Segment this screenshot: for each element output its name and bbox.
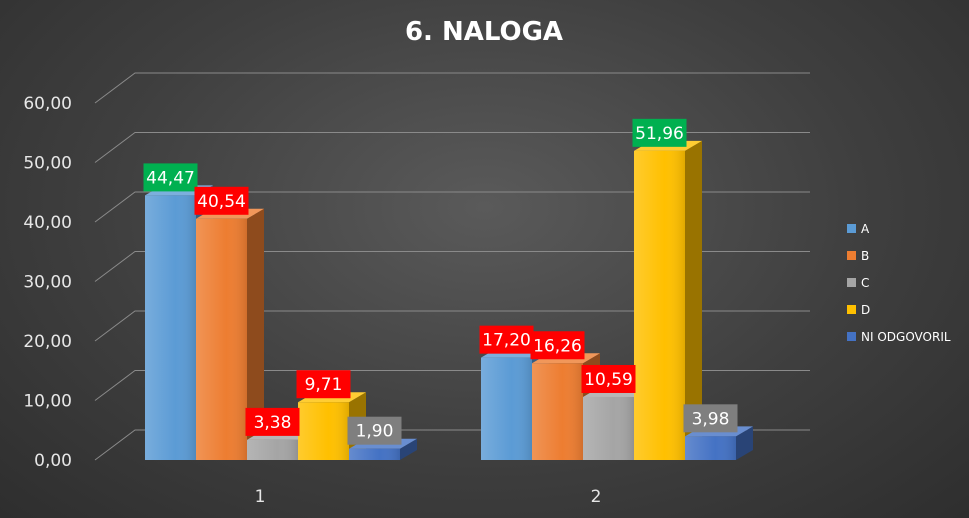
data-label-text: 10,59 — [584, 370, 633, 390]
gridline — [94, 132, 810, 163]
data-label: 1,90 — [347, 416, 402, 445]
data-label: 40,54 — [194, 186, 249, 215]
data-label-box — [683, 404, 738, 433]
y-tick-label: 30,00 — [23, 273, 72, 293]
bars — [145, 140, 753, 460]
legend-label: C — [861, 276, 869, 290]
legend-swatch — [847, 332, 856, 341]
x-tick-label: 1 — [255, 487, 266, 507]
data-label-text: 17,20 — [482, 331, 531, 351]
data-label-text: 9,71 — [305, 375, 343, 395]
bar — [634, 140, 702, 460]
bar-front-shading — [685, 436, 736, 460]
legend-item: A — [847, 222, 870, 236]
data-label-text: 40,54 — [197, 192, 246, 212]
data-label-text: 16,26 — [533, 336, 582, 356]
data-label-box — [194, 186, 249, 215]
gridline — [94, 72, 810, 104]
gridlines — [94, 72, 810, 461]
y-tick-label: 0,00 — [34, 451, 72, 471]
bar-side — [736, 426, 753, 460]
legend-label: B — [861, 249, 869, 263]
legend-item: NI ODGOVORIL — [847, 330, 951, 344]
y-tick-label: 20,00 — [23, 332, 72, 352]
y-tick-label: 60,00 — [23, 94, 72, 114]
data-label-box — [143, 163, 198, 192]
data-label: 44,47 — [143, 163, 198, 192]
legend-swatch — [847, 251, 856, 260]
legend-swatch — [847, 224, 856, 233]
legend-item: C — [847, 276, 869, 290]
y-tick-label: 40,00 — [23, 213, 72, 233]
legend-label: NI ODGOVORIL — [861, 330, 951, 344]
legend-label: D — [861, 303, 870, 317]
data-label-box — [479, 325, 534, 354]
data-label-text: 1,90 — [356, 422, 394, 442]
data-label: 10,59 — [581, 364, 636, 393]
bar — [532, 353, 600, 460]
data-label-box — [347, 416, 402, 445]
data-label-box — [530, 331, 585, 360]
bar-front-shading — [145, 195, 196, 460]
bar-front-shading — [196, 218, 247, 460]
data-label-text: 44,47 — [146, 168, 195, 188]
y-tick-label: 10,00 — [23, 392, 72, 412]
gridline — [94, 191, 810, 223]
chart-title: 6. NALOGA — [405, 17, 563, 47]
data-label-box — [632, 118, 687, 147]
data-label-text: 3,38 — [254, 413, 292, 433]
bar-front-shading — [532, 363, 583, 460]
bar-front-shading — [634, 150, 685, 460]
data-label: 51,96 — [632, 118, 687, 147]
legend-item: B — [847, 249, 869, 263]
data-label: 3,38 — [245, 407, 300, 436]
bar-side — [685, 140, 702, 460]
data-label-text: 51,96 — [635, 124, 684, 144]
legend-swatch — [847, 278, 856, 287]
bar-front-shading — [247, 439, 298, 460]
legend-item: D — [847, 303, 870, 317]
bar-front-shading — [481, 357, 532, 460]
bar-front-shading — [349, 448, 400, 460]
bar-side — [247, 208, 264, 460]
data-label: 16,26 — [530, 331, 585, 360]
y-tick-label: 50,00 — [23, 154, 72, 174]
bar-front-shading — [583, 396, 634, 460]
data-label: 17,20 — [479, 325, 534, 354]
gridline — [94, 251, 810, 282]
legend-swatch — [847, 305, 856, 314]
y-axis-tick-labels: 0,00 10,00 20,00 30,00 40,00 50,00 60,00 — [23, 94, 72, 471]
x-tick-label: 2 — [591, 487, 602, 507]
data-label: 9,71 — [296, 370, 351, 399]
bar-side — [400, 438, 417, 460]
data-label-box — [296, 370, 351, 399]
data-label-box — [581, 364, 636, 393]
data-label-box — [245, 407, 300, 436]
data-label-text: 3,98 — [692, 409, 730, 429]
data-label: 3,98 — [683, 404, 738, 433]
legend-label: A — [861, 222, 870, 236]
gridline — [94, 310, 810, 342]
bar — [196, 208, 264, 460]
bar-front-shading — [298, 402, 349, 460]
